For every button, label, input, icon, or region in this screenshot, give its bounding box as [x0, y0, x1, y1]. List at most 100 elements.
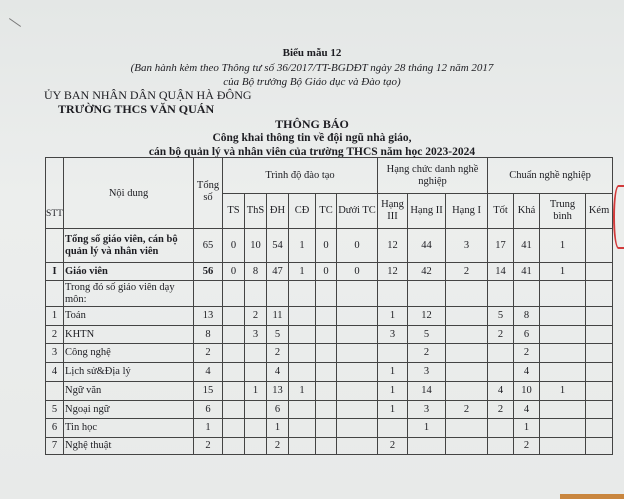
table-cell [222, 400, 245, 419]
table-cell [335, 325, 379, 344]
table-cell [315, 418, 337, 438]
table-cell [335, 437, 379, 455]
table-cell: 2 [407, 343, 447, 363]
table-cell: 1 [377, 362, 409, 382]
table-row: Trong đó số giáo viên dạy môn: [45, 280, 614, 307]
table-cell: 3 [445, 228, 489, 263]
table-cell: 47 [266, 262, 289, 281]
table-cell: 3 [45, 343, 64, 363]
table-cell: 8 [513, 306, 541, 326]
table-cell: Ngữ văn [63, 381, 194, 401]
subheader-cell: TS [222, 193, 245, 229]
table-cell [585, 280, 614, 307]
table-cell: 1 [288, 228, 316, 263]
table-cell: 1 [288, 262, 316, 281]
table-cell [539, 325, 587, 344]
table-cell [315, 280, 337, 307]
document-subtitle-2: cán bộ quản lý và nhân viên của trường T… [148, 146, 476, 158]
subheader-cell: ĐH [266, 193, 289, 229]
table-cell [335, 362, 379, 382]
table-cell [407, 280, 447, 307]
table-cell: Giáo viên [63, 262, 194, 281]
table-cell: 3 [377, 325, 409, 344]
table-cell: 13 [193, 306, 223, 326]
table-row: 2 KHTN 8 3 5 3 5 2 6 [45, 325, 614, 344]
table-cell: 2 [244, 306, 267, 326]
table-cell: 2 [45, 325, 64, 344]
table-cell: Toán [63, 306, 194, 326]
subheader-cell: ThS [244, 193, 267, 229]
table-cell: 1 [377, 306, 409, 326]
document-subtitle-1: Công khai thông tin về đội ngũ nhà giáo, [212, 132, 412, 144]
table-cell: 11 [266, 306, 289, 326]
staff-table: STT Nội dung Tổng số Trình độ đào tạo Hạ… [45, 157, 614, 455]
subheader-cell: Hạng I [445, 193, 489, 229]
table-cell: 8 [244, 262, 267, 281]
table-cell [222, 437, 245, 455]
table-cell: 1 [266, 418, 289, 438]
table-cell: 42 [407, 262, 447, 281]
table-cell [222, 325, 245, 344]
table-cell [244, 437, 267, 455]
table-row: 1 Toán 13 2 11 1 12 5 8 [45, 306, 614, 326]
table-cell: 3 [407, 362, 447, 382]
table-cell [377, 280, 409, 307]
table-cell: 2 [377, 437, 409, 455]
table-row: 3 Công nghệ 2 2 2 2 [45, 343, 614, 363]
table-cell: Trong đó số giáo viên dạy môn: [63, 280, 194, 307]
table-cell [335, 381, 379, 401]
table-cell [222, 381, 245, 401]
table-cell: 10 [244, 228, 267, 263]
table-cell [585, 400, 614, 419]
table-cell [377, 343, 409, 363]
table-cell: Nghệ thuật [63, 437, 194, 455]
table-cell: Tin học [63, 418, 194, 438]
table-cell: 14 [407, 381, 447, 401]
table-cell [335, 418, 379, 438]
header-professional-standard: Chuẩn nghề nghiệp [487, 157, 614, 194]
table-cell [445, 381, 489, 401]
table-cell: 14 [487, 262, 515, 281]
subheader-cell: Dưới TC [335, 193, 379, 229]
table-cell [244, 280, 267, 307]
table-cell [445, 280, 489, 307]
table-row: Tổng số giáo viên, cán bộ quản lý và nhâ… [45, 228, 614, 263]
table-cell: Công nghệ [63, 343, 194, 363]
table-cell: 1 [244, 381, 267, 401]
subheader-cell: TC [315, 193, 337, 229]
table-cell [288, 306, 316, 326]
table-cell [244, 362, 267, 382]
table-cell: 2 [266, 437, 289, 455]
header-training-level: Trình độ đào tạo [221, 157, 379, 194]
table-cell: 5 [407, 325, 447, 344]
table-cell: 2 [487, 400, 515, 419]
table-cell: 8 [193, 325, 223, 344]
subheader-cell: Khá [513, 193, 541, 229]
table-cell [445, 325, 489, 344]
table-cell [335, 343, 379, 363]
table-cell [445, 418, 489, 438]
table-cell [585, 343, 614, 363]
table-cell: 0 [315, 262, 337, 281]
table-cell: Ngoại ngữ [63, 400, 194, 419]
table-cell [585, 437, 614, 455]
table-cell: 65 [193, 228, 223, 263]
table-cell [585, 325, 614, 344]
table-cell: 4 [266, 362, 289, 382]
table-cell: 1 [513, 418, 541, 438]
table-cell: 12 [407, 306, 447, 326]
table-cell [487, 362, 515, 382]
table-cell [288, 325, 316, 344]
table-cell [288, 343, 316, 363]
table-cell [539, 400, 587, 419]
table-cell: Lịch sử&Địa lý [63, 362, 194, 382]
table-cell: 10 [513, 381, 541, 401]
table-cell: 7 [45, 437, 64, 455]
table-cell: 4 [487, 381, 515, 401]
table-row: 4 Lịch sử&Địa lý 4 4 1 3 4 [45, 362, 614, 382]
table-cell: 3 [244, 325, 267, 344]
table-cell: 1 [539, 262, 587, 281]
table-cell: 15 [193, 381, 223, 401]
table-row: 5 Ngoại ngữ 6 6 1 3 2 2 4 [45, 400, 614, 419]
table-cell [487, 280, 515, 307]
